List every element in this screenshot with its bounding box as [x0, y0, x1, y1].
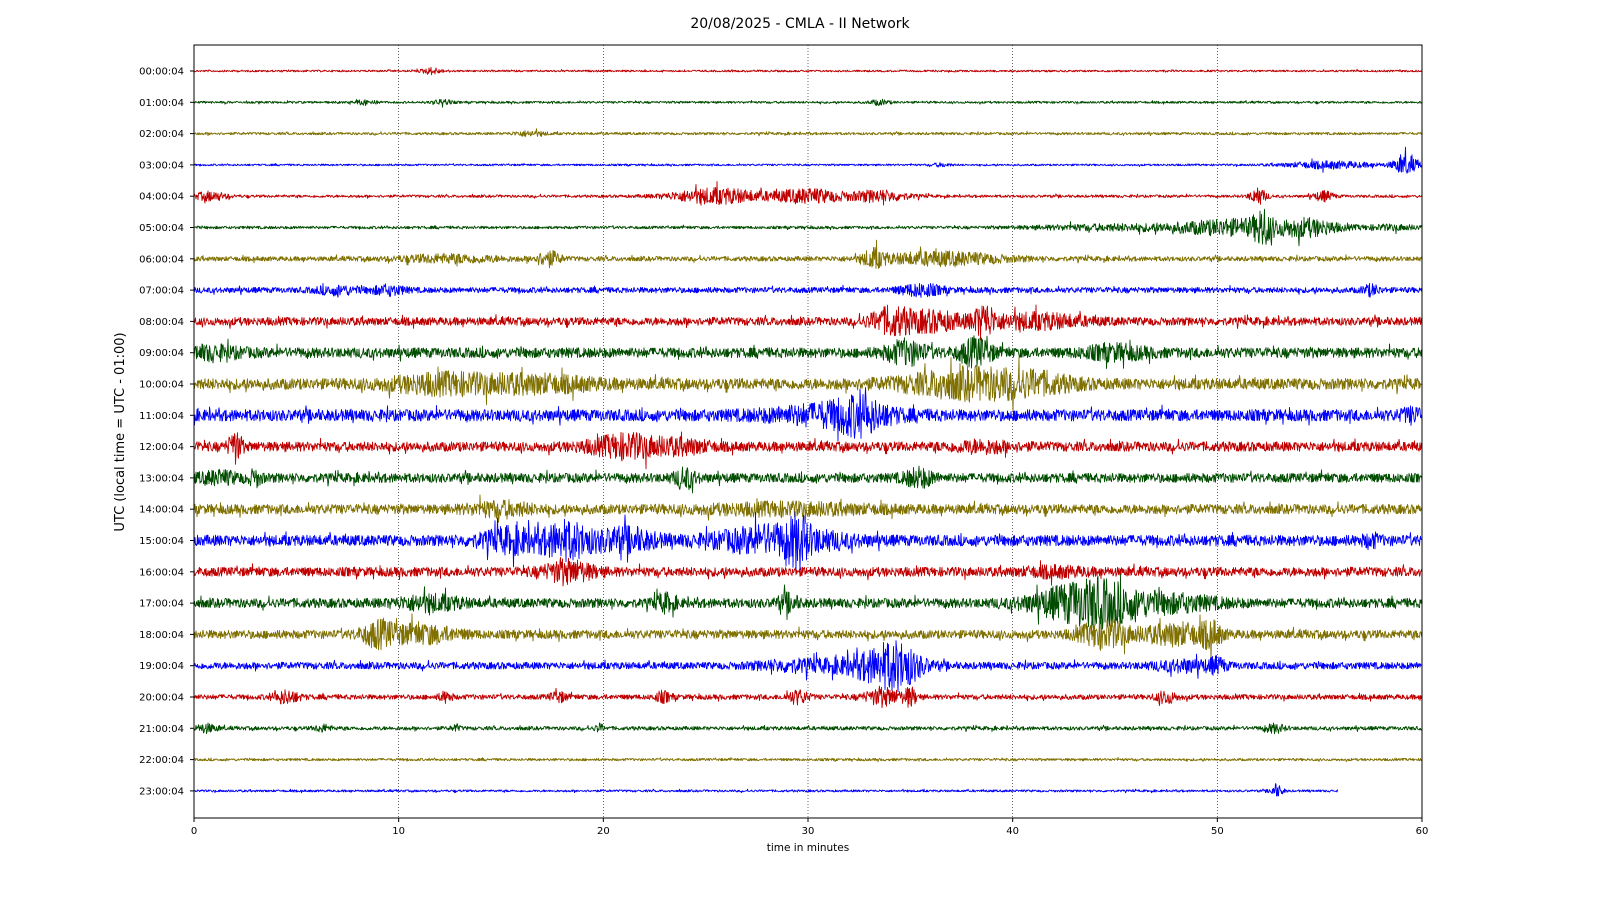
y-tick-label: 19:00:04 — [139, 661, 184, 672]
y-tick-label: 23:00:04 — [139, 786, 184, 797]
y-tick-label: 17:00:04 — [139, 599, 184, 610]
y-tick-labels: 00:00:04 01:00:04 02:00:04 03:00:04 04:00:04… — [139, 67, 194, 797]
x-tick-label: 20 — [597, 826, 610, 837]
trace-01-00-04 — [193, 98, 1423, 108]
trace-22-00-04 — [193, 756, 1423, 763]
trace-04-00-04 — [194, 181, 1423, 206]
y-tick-label: 03:00:04 — [139, 160, 184, 171]
y-tick-label: 00:00:04 — [139, 67, 184, 78]
y-tick-label: 06:00:04 — [139, 254, 184, 265]
x-tick-label: 10 — [392, 826, 405, 837]
trace-12-00-04 — [193, 431, 1423, 470]
y-axis-label: UTC (local time = UTC - 01:00) — [113, 332, 128, 531]
trace-14-00-04 — [193, 494, 1423, 525]
y-tick-label: 18:00:04 — [139, 630, 184, 641]
y-tick-label: 08:00:04 — [139, 317, 184, 328]
trace-00-00-04 — [193, 66, 1423, 76]
y-tick-label: 01:00:04 — [139, 98, 184, 109]
y-tick-label: 22:00:04 — [139, 755, 184, 766]
trace-10-00-04 — [193, 357, 1423, 412]
seismic-traces — [193, 66, 1423, 797]
trace-13-00-04 — [193, 465, 1423, 494]
trace-08-00-04 — [193, 304, 1423, 341]
y-tick-label: 11:00:04 — [139, 411, 184, 422]
y-tick-label: 16:00:04 — [139, 567, 184, 578]
x-tick-label: 50 — [1211, 826, 1224, 837]
trace-15-00-04 — [193, 511, 1423, 571]
trace-03-00-04 — [193, 146, 1423, 174]
x-tick-labels: 0 10 20 30 40 50 60 — [191, 818, 1429, 837]
y-tick-label: 21:00:04 — [139, 724, 184, 735]
y-tick-label: 15:00:04 — [139, 536, 184, 547]
trace-09-00-04 — [193, 335, 1423, 369]
x-tick-label: 0 — [191, 826, 197, 837]
x-tick-label: 30 — [802, 826, 815, 837]
y-tick-label: 20:00:04 — [139, 693, 184, 704]
y-tick-label: 09:00:04 — [139, 348, 184, 359]
trace-02-00-04 — [193, 128, 1423, 137]
y-tick-label: 12:00:04 — [139, 442, 184, 453]
trace-17-00-04 — [193, 574, 1423, 630]
trace-11-00-04 — [193, 387, 1423, 442]
trace-23-00-04 — [193, 783, 1338, 797]
y-tick-label: 04:00:04 — [139, 192, 184, 203]
y-tick-label: 13:00:04 — [139, 473, 184, 484]
trace-07-00-04 — [193, 282, 1423, 298]
trace-21-00-04 — [193, 722, 1423, 735]
y-tick-label: 07:00:04 — [139, 286, 184, 297]
y-tick-label: 02:00:04 — [139, 129, 184, 140]
chart-title: 20/08/2025 - CMLA - II Network — [690, 16, 910, 32]
x-axis-label: time in minutes — [767, 842, 849, 854]
x-tick-label: 60 — [1416, 826, 1429, 837]
trace-16-00-04 — [193, 556, 1423, 587]
x-tick-label: 40 — [1006, 826, 1019, 837]
trace-05-00-04 — [193, 208, 1423, 247]
y-tick-label: 05:00:04 — [139, 223, 184, 234]
trace-06-00-04 — [193, 239, 1423, 269]
y-tick-label: 14:00:04 — [139, 505, 184, 516]
trace-18-00-04 — [193, 613, 1423, 664]
grid-lines — [398, 45, 1218, 818]
y-tick-label: 10:00:04 — [139, 380, 184, 391]
trace-20-00-04 — [193, 685, 1423, 709]
trace-19-00-04 — [193, 640, 1423, 693]
